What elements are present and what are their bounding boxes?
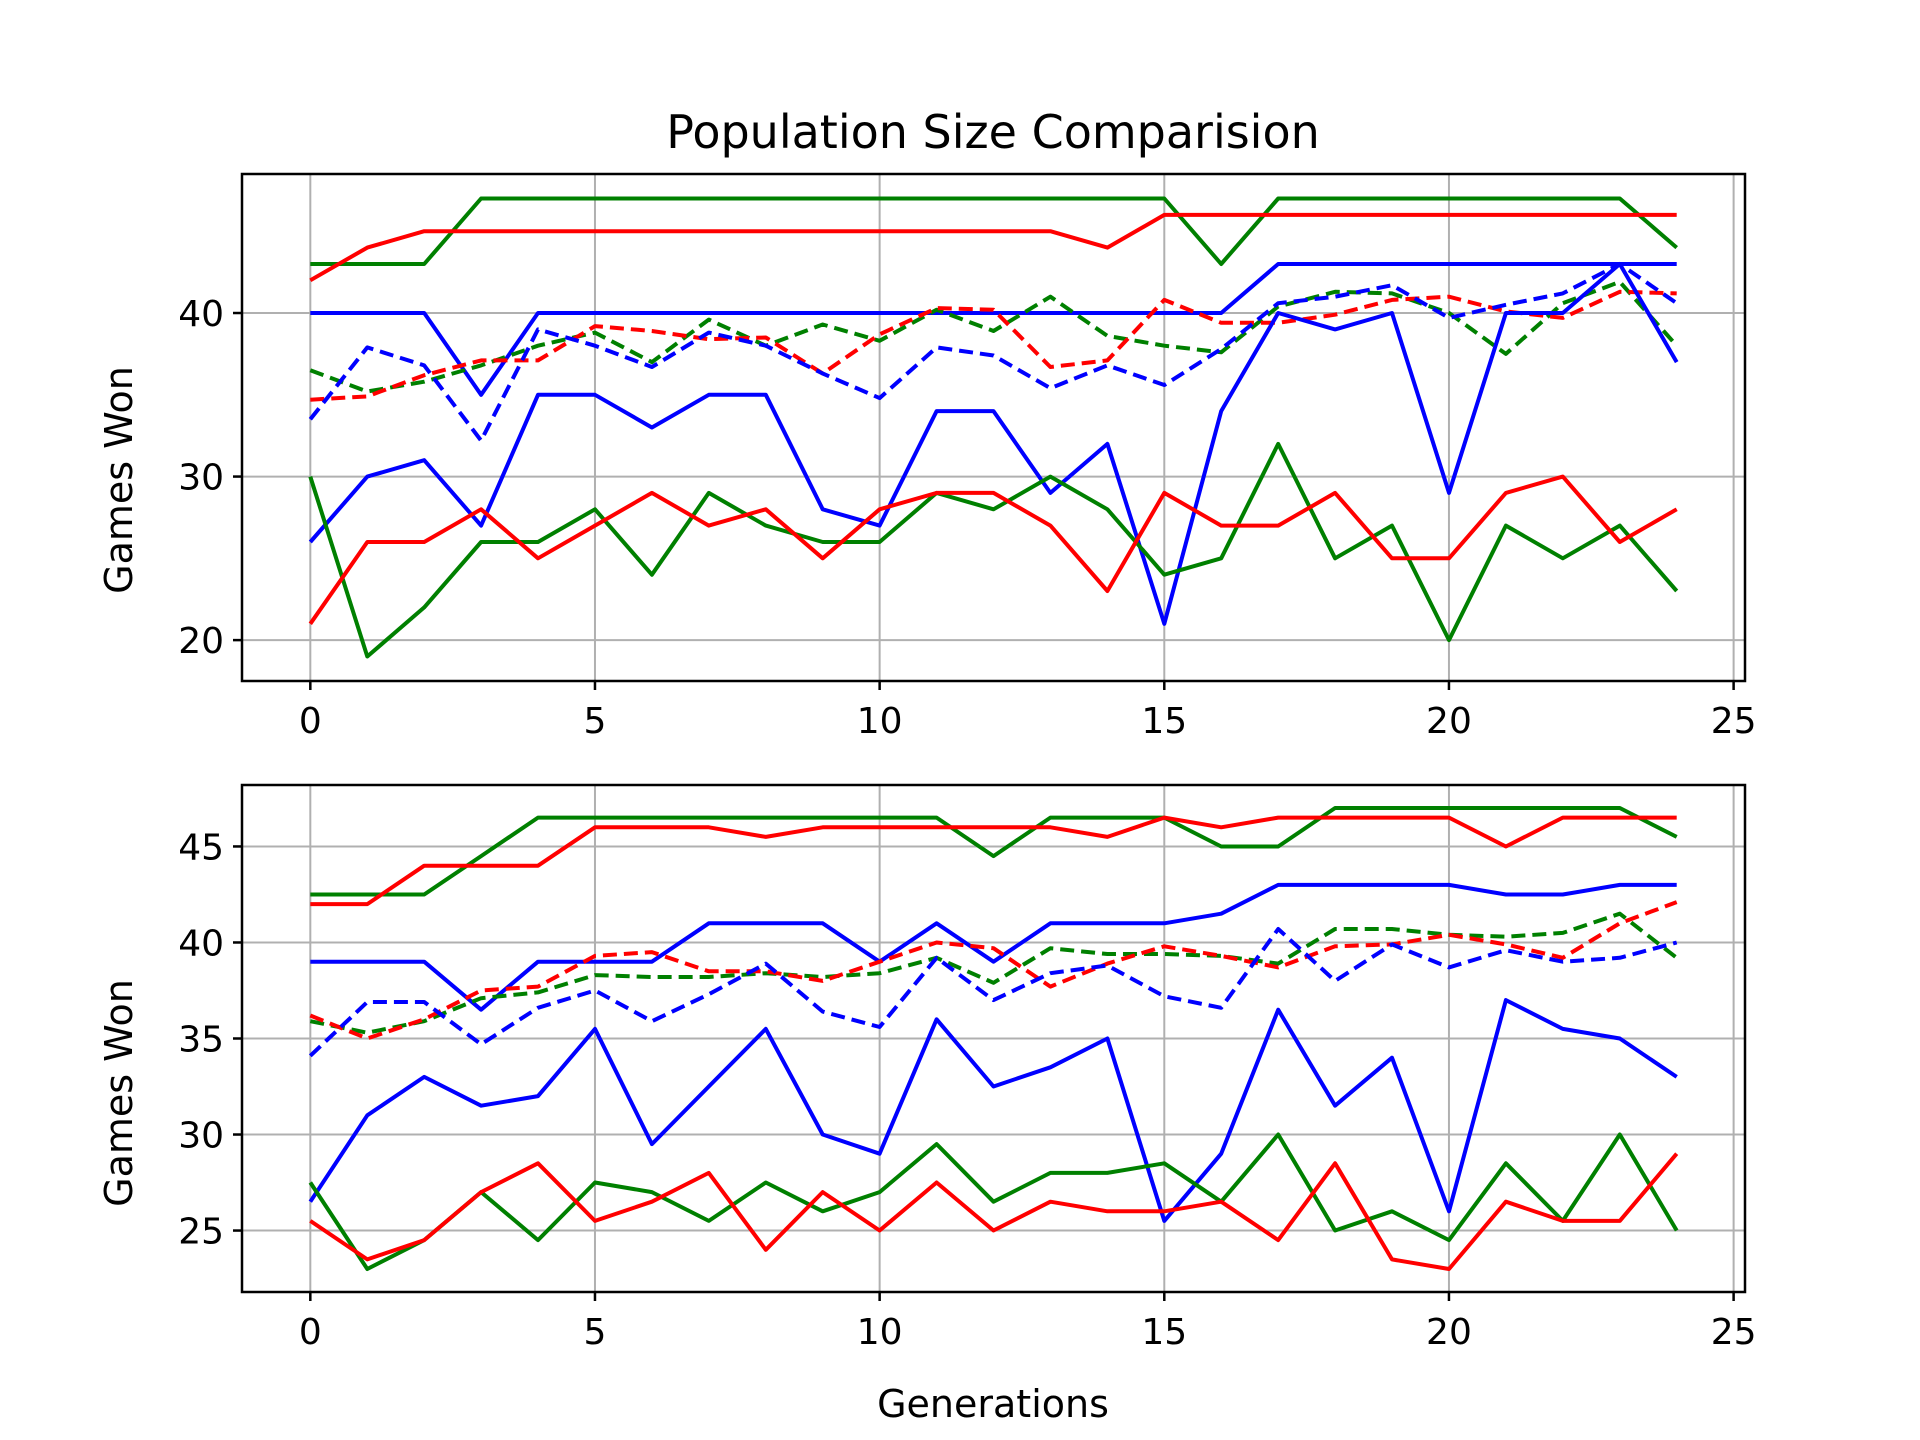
top-series-line-8-solid: [308, 441, 1679, 659]
chart-title: Population Size Comparision: [666, 105, 1320, 159]
top-series-line-3-solid: [310, 262, 1677, 397]
top-series-line-9-solid: [308, 474, 1678, 625]
top-x-tick-label: 25: [1711, 701, 1757, 742]
bottom-panel: 0 5 10 15 20 25 25 30 35 40 45: [178, 783, 1757, 1353]
top-series-line-6-dashed: [308, 262, 1678, 443]
bottom-x-tick-label: 15: [1141, 1312, 1187, 1353]
bottom-y-tick-label: 40: [178, 923, 224, 964]
top-panel: 0 5 10 15 20 25 20 30 40: [178, 172, 1757, 742]
top-y-tick-label: 40: [178, 294, 224, 335]
top-x-tick-label: 10: [857, 701, 903, 742]
bottom-series-line-6-dashed: [308, 927, 1678, 1058]
bottom-x-tick-label: 10: [857, 1312, 903, 1353]
bottom-series-line-9-solid: [309, 1152, 1679, 1271]
top-x-tick-label: 5: [584, 701, 607, 742]
bottom-y-tick-label: 35: [178, 1020, 224, 1061]
bottom-series-line-7-solid: [308, 998, 1678, 1223]
top-series-line-5-dashed: [310, 289, 1677, 402]
bottom-y-tick-label: 45: [178, 827, 224, 868]
top-y-tick-label: 20: [178, 621, 224, 662]
bottom-series-line-3-solid: [310, 882, 1677, 1012]
top-axes-frame: [240, 172, 1747, 683]
bottom-y-axis-label: Games Won: [97, 979, 141, 1207]
bottom-x-tick-label: 25: [1711, 1312, 1757, 1353]
top-x-tick-label: 20: [1426, 701, 1472, 742]
bottom-series-line-5-dashed: [309, 900, 1678, 1041]
bottom-series-line-2-solid: [310, 815, 1677, 907]
bottom-series-line-1-solid: [310, 806, 1678, 897]
top-series-line-2-solid: [309, 212, 1677, 283]
bottom-y-tick-label: 30: [178, 1116, 224, 1157]
top-series-line-1-solid: [310, 196, 1679, 266]
top-x-tick-label: 15: [1141, 701, 1187, 742]
top-series-line-7-solid: [308, 262, 1679, 626]
bottom-x-tick-label: 0: [299, 1312, 322, 1353]
bottom-x-tick-label: 5: [584, 1312, 607, 1353]
top-series-line-4-dashed: [309, 279, 1679, 394]
bottom-series-line-8-solid: [308, 1132, 1679, 1271]
top-y-axis-label: Games Won: [97, 366, 141, 594]
top-y-tick-label: 30: [178, 458, 224, 499]
x-axis-label: Generations: [877, 1382, 1109, 1426]
bottom-y-tick-label: 25: [178, 1212, 224, 1253]
top-x-tick-label: 0: [299, 701, 322, 742]
bottom-x-tick-label: 20: [1426, 1312, 1472, 1353]
